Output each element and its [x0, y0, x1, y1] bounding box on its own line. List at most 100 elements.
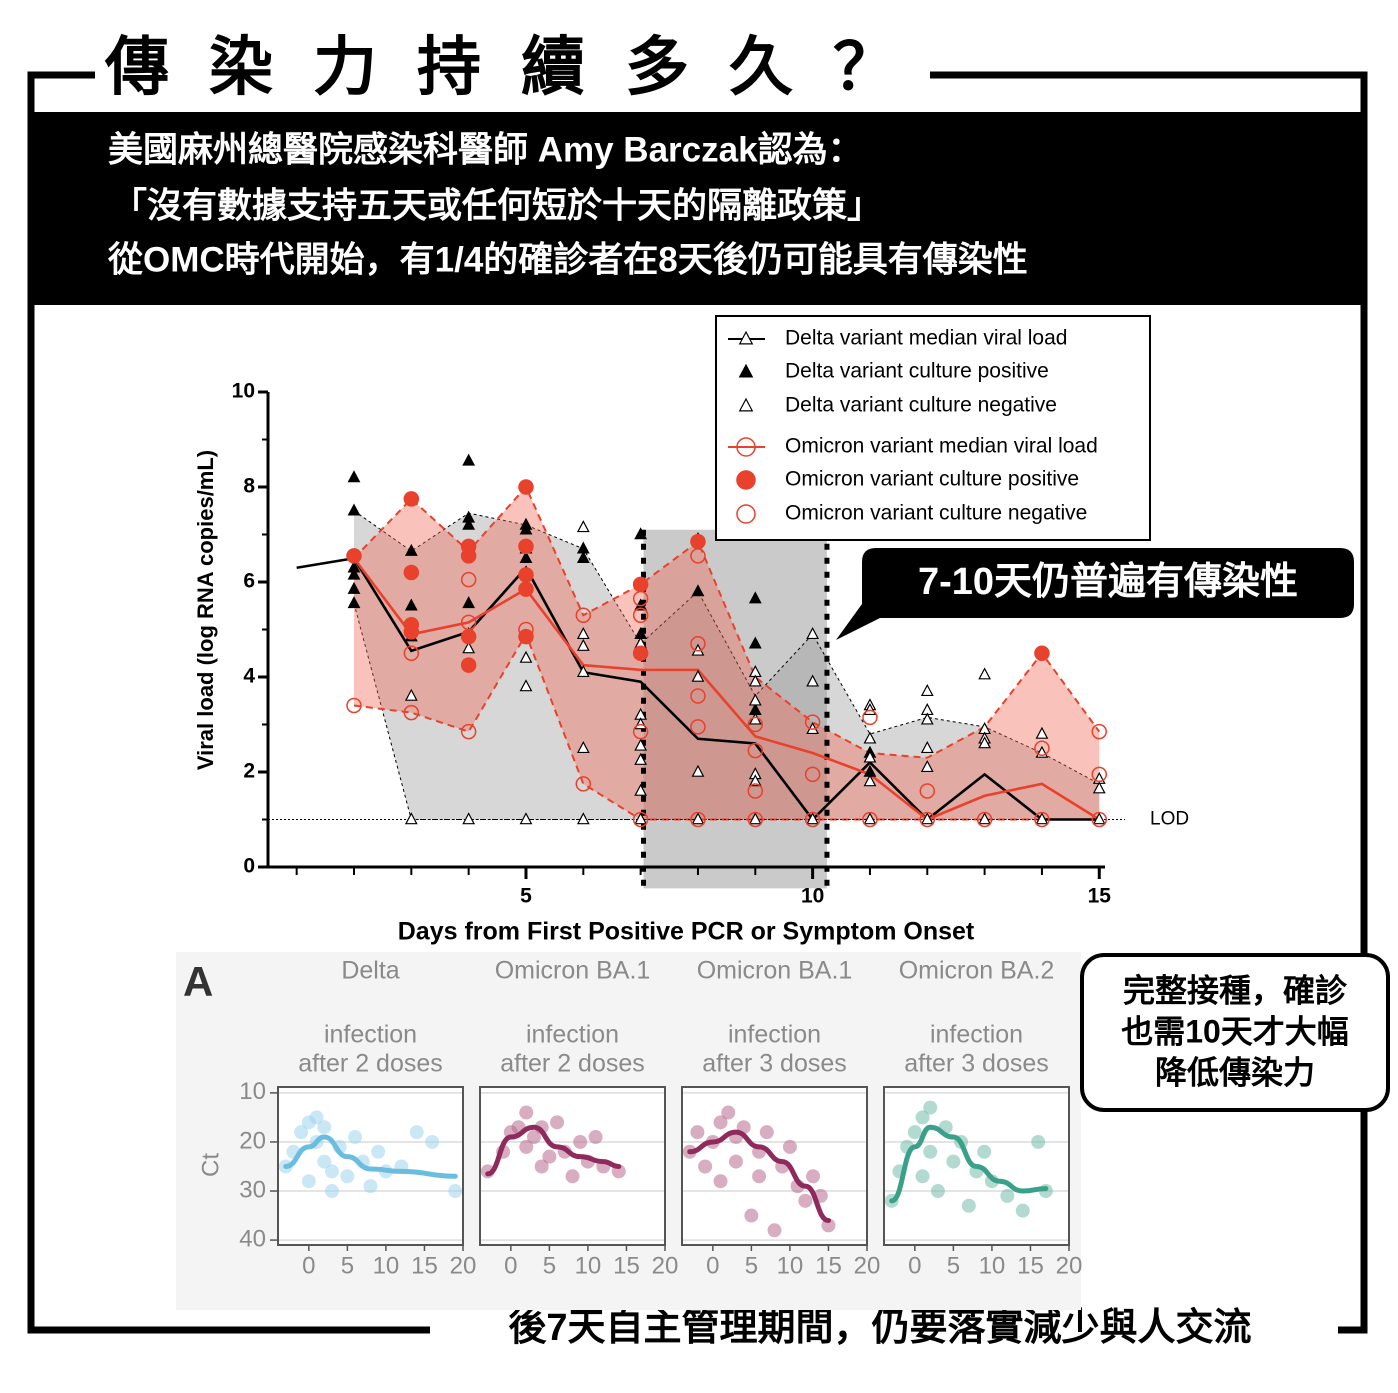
data-point: [920, 712, 934, 725]
data-point: [634, 738, 648, 751]
data-point: [550, 1115, 565, 1130]
data-point: [462, 812, 476, 825]
data-point: [403, 645, 420, 661]
facet-border: [883, 1086, 1070, 1246]
facet-subtitle: infection: [930, 1021, 1023, 1049]
data-point: [978, 667, 992, 680]
data-point: [923, 1100, 938, 1115]
facet-subtitle: after 2 doses: [500, 1050, 645, 1078]
y-tick-label: 10: [239, 1078, 266, 1105]
data-point: [519, 812, 533, 825]
data-point: [309, 1110, 324, 1125]
data-point: [542, 1149, 557, 1164]
data-point: [919, 811, 936, 828]
data-point: [691, 764, 705, 777]
data-point: [576, 520, 590, 533]
data-point: [1092, 812, 1106, 825]
x-tick-label: 5: [520, 885, 532, 908]
data-point: [519, 1105, 534, 1120]
data-point: [748, 674, 762, 687]
data-point: [526, 1130, 541, 1145]
x-tick-label: 10: [575, 1252, 602, 1279]
data-point: [462, 453, 476, 466]
data-point: [690, 1125, 705, 1140]
data-point: [519, 679, 533, 692]
x-tick-label: 0: [706, 1252, 719, 1279]
data-point: [404, 543, 418, 556]
data-point: [946, 1154, 961, 1169]
data-point: [404, 688, 418, 701]
y-tick-label: 6: [243, 570, 255, 593]
data-point: [460, 548, 477, 564]
data-point: [713, 1115, 728, 1130]
trend-line: [283, 1134, 458, 1179]
y-tick-label: 10: [232, 380, 255, 403]
band-lower: [353, 631, 1100, 821]
data-point: [1092, 781, 1106, 794]
data-point: [460, 614, 477, 631]
data-point: [409, 1125, 424, 1140]
data-point: [976, 811, 993, 828]
data-point: [862, 709, 878, 726]
legend-marker: [736, 470, 756, 490]
legend-label: Omicron variant culture positive: [785, 468, 1079, 491]
header-box: [31, 112, 1364, 305]
data-point: [348, 1130, 363, 1145]
median-line: [296, 556, 1100, 822]
data-point: [519, 1139, 534, 1154]
footer: 後7天自主管理期間，仍要落實減少與人交流: [508, 1306, 1251, 1349]
facet-title: Omicron BA.1: [697, 957, 853, 985]
panel-label: A: [183, 958, 213, 1005]
data-point: [301, 1174, 316, 1189]
data-point: [404, 812, 418, 825]
data-point: [404, 598, 418, 611]
facet-title: Omicron BA.2: [899, 957, 1055, 985]
facet-subtitle: infection: [526, 1021, 619, 1049]
data-point: [862, 811, 878, 828]
legend-marker: [738, 397, 754, 412]
header-line: 從OMC時代開始，有1/4的確診者在8天後仍可能具有傳染性: [107, 240, 1028, 279]
side-callout-box: [1080, 953, 1390, 1112]
facet-subtitle: after 3 doses: [904, 1050, 1049, 1078]
data-point: [923, 1144, 938, 1159]
facet-border: [681, 1086, 868, 1246]
legend-box: [715, 315, 1151, 541]
data-point: [346, 548, 362, 564]
data-point: [576, 626, 590, 640]
data-point: [1035, 812, 1049, 825]
data-point: [462, 596, 476, 609]
legend-label: Omicron variant median viral load: [785, 435, 1098, 458]
data-point: [863, 731, 877, 744]
facet-subtitle: infection: [728, 1021, 821, 1049]
facet-title: Delta: [341, 957, 399, 985]
x-tick-label: 10: [979, 1252, 1006, 1279]
data-point: [634, 783, 648, 796]
lod-label: LOD: [1150, 809, 1189, 830]
data-point: [806, 626, 820, 640]
data-point: [403, 624, 420, 640]
data-point: [519, 650, 533, 663]
header-line: 「沒有數據支持五天或任何短於十天的隔離政策」: [112, 186, 882, 225]
frame-left: [27, 71, 430, 1334]
data-point: [920, 812, 934, 825]
data-point: [347, 470, 361, 483]
data-point: [634, 812, 648, 825]
data-point: [632, 607, 649, 623]
data-point: [363, 1179, 378, 1194]
data-point: [690, 719, 706, 735]
side-callout-line: 降低傳染力: [1155, 1054, 1315, 1090]
data-point: [565, 1169, 580, 1184]
data-point: [1034, 740, 1050, 756]
data-point: [576, 550, 590, 564]
band-area: [353, 510, 1100, 820]
median-line: [352, 557, 1100, 821]
data-point: [690, 533, 706, 550]
legend-label: Omicron variant culture negative: [785, 502, 1087, 525]
data-point: [804, 714, 821, 730]
data-point: [977, 1144, 992, 1159]
data-point: [460, 628, 477, 645]
data-point: [691, 669, 705, 682]
data-point: [518, 479, 534, 495]
data-point: [347, 581, 361, 594]
data-point: [403, 564, 420, 581]
